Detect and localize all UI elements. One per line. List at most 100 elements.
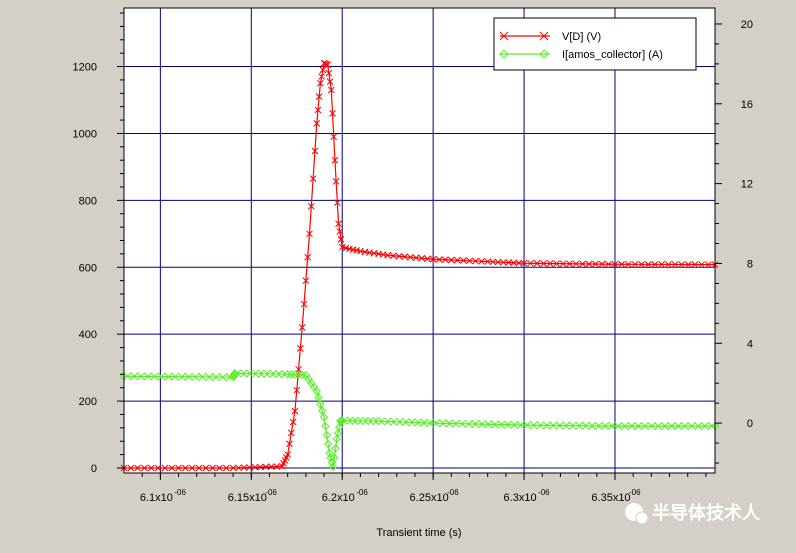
data-point xyxy=(335,220,342,228)
legend-label: I[amos_collector] (A) xyxy=(562,49,663,61)
data-point xyxy=(435,419,444,428)
data-point xyxy=(147,372,156,381)
data-point xyxy=(506,420,516,430)
data-point xyxy=(295,365,302,373)
data-point xyxy=(670,421,680,431)
data-point xyxy=(677,421,686,431)
data-point xyxy=(154,464,162,472)
data-point xyxy=(286,440,293,448)
data-point xyxy=(624,421,633,431)
data-point xyxy=(300,300,308,308)
data-point xyxy=(307,202,315,210)
data-point xyxy=(283,370,292,379)
data-point xyxy=(441,419,451,428)
data-point xyxy=(505,259,512,266)
data-point xyxy=(230,369,240,378)
data-point xyxy=(319,412,329,422)
data-point xyxy=(585,260,593,268)
y-tick-label: 1000 xyxy=(73,128,97,140)
data-point xyxy=(202,464,210,472)
data-point xyxy=(331,444,340,453)
x-tick-exponent: -06 xyxy=(174,488,186,497)
data-point xyxy=(664,421,673,431)
data-point xyxy=(684,421,693,431)
x-tick-exponent: -06 xyxy=(447,488,459,497)
data-point xyxy=(201,372,211,382)
legend: V[D] (V) I[amos_collector] (A) xyxy=(493,17,697,71)
data-point xyxy=(309,175,317,182)
data-point xyxy=(435,256,443,263)
data-point xyxy=(546,260,554,267)
data-point xyxy=(333,428,343,438)
data-point xyxy=(336,228,344,235)
y-right-tick-label: 0 xyxy=(747,418,753,430)
data-point xyxy=(254,369,263,378)
data-point xyxy=(331,156,339,164)
data-point xyxy=(605,260,612,268)
data-point xyxy=(472,257,479,265)
x-axis-label: Transient time (s) xyxy=(376,527,461,539)
data-point xyxy=(318,406,327,415)
x-tick-label: 6.1x10 xyxy=(140,492,173,504)
data-point xyxy=(424,255,431,263)
data-point xyxy=(690,421,700,431)
y-tick-label: 200 xyxy=(79,396,97,408)
y-right-tick-label: 8 xyxy=(747,258,753,270)
data-point xyxy=(591,421,600,431)
data-point xyxy=(174,372,183,381)
data-point xyxy=(168,464,176,472)
data-point xyxy=(412,254,420,262)
data-point xyxy=(480,420,490,429)
data-point xyxy=(566,260,573,268)
data-point xyxy=(209,464,217,472)
data-point xyxy=(650,421,660,431)
legend-marker xyxy=(499,31,509,41)
data-point xyxy=(664,261,672,268)
data-point xyxy=(617,421,626,431)
data-point xyxy=(271,369,281,379)
data-point xyxy=(265,369,275,379)
data-point xyxy=(565,421,574,430)
data-point xyxy=(187,372,197,382)
data-point xyxy=(161,464,169,472)
legend-box xyxy=(493,17,697,71)
data-point xyxy=(317,79,324,87)
data-point xyxy=(644,261,652,268)
y-tick-label: 800 xyxy=(79,195,97,207)
data-point xyxy=(454,256,461,264)
data-point xyxy=(466,257,473,265)
data-point xyxy=(704,421,713,431)
data-point xyxy=(644,421,653,431)
data-point xyxy=(410,418,420,427)
data-point xyxy=(545,421,555,430)
data-point xyxy=(222,464,230,472)
watermark-text: 半导体技术人 xyxy=(652,502,761,523)
data-point xyxy=(246,464,253,471)
data-point xyxy=(287,370,296,379)
data-point xyxy=(257,463,264,471)
legend-marker xyxy=(539,31,549,41)
data-point xyxy=(229,464,237,472)
data-point xyxy=(489,258,497,266)
data-point xyxy=(289,418,297,426)
data-point xyxy=(287,429,295,437)
data-point xyxy=(330,133,338,141)
data-point xyxy=(134,464,141,472)
data-point xyxy=(598,260,606,268)
y-right-tick-label: 4 xyxy=(747,338,753,350)
data-point xyxy=(291,407,299,415)
data-point xyxy=(429,255,437,263)
data-point xyxy=(384,251,392,259)
data-point xyxy=(478,257,485,265)
data-point xyxy=(290,370,300,379)
data-point xyxy=(311,147,319,155)
series-v-d xyxy=(120,59,719,472)
data-point xyxy=(327,86,335,94)
data-point xyxy=(571,421,581,430)
data-point xyxy=(216,464,223,472)
y-tick-label: 600 xyxy=(79,262,97,274)
data-point xyxy=(182,464,189,472)
data-point xyxy=(392,417,401,426)
data-point xyxy=(558,421,568,430)
data-point xyxy=(380,417,389,426)
